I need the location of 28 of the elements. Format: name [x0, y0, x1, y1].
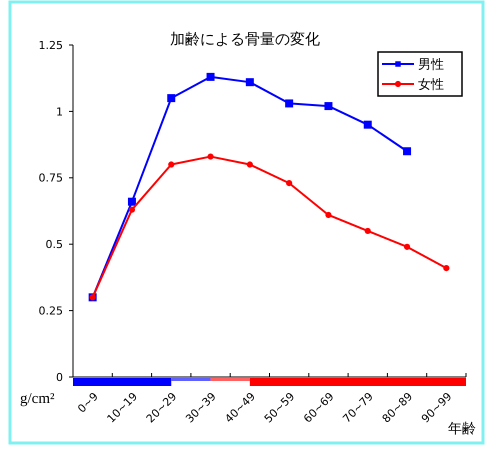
y-tick-label: 0: [56, 370, 63, 384]
point: [364, 120, 372, 129]
y-axis-title: g/cm²: [20, 391, 55, 407]
y-tick-label: 0.75: [38, 172, 63, 185]
x-axis-title: 年齢: [448, 421, 476, 437]
y-tick-label: 1: [56, 105, 63, 118]
point: [207, 153, 214, 160]
point: [324, 102, 332, 110]
point: [128, 206, 136, 213]
point: [443, 265, 450, 272]
point: [325, 212, 332, 218]
point: [404, 244, 410, 250]
point: [206, 72, 215, 81]
point: [285, 99, 294, 108]
y-tick-label: 0.25: [38, 304, 63, 318]
point: [286, 180, 292, 186]
chart-title: 加齢による骨量の変化: [170, 30, 320, 48]
point: [167, 94, 176, 102]
legend-label: 男性: [418, 58, 444, 73]
y-tick-label: 0.5: [46, 238, 63, 252]
point: [364, 228, 371, 234]
y-tick-label: 1.25: [38, 38, 63, 52]
point: [168, 161, 174, 168]
point: [128, 198, 136, 206]
legend-label: 女性: [418, 78, 444, 93]
point: [246, 161, 253, 168]
point: [246, 78, 254, 86]
point: [403, 147, 412, 156]
